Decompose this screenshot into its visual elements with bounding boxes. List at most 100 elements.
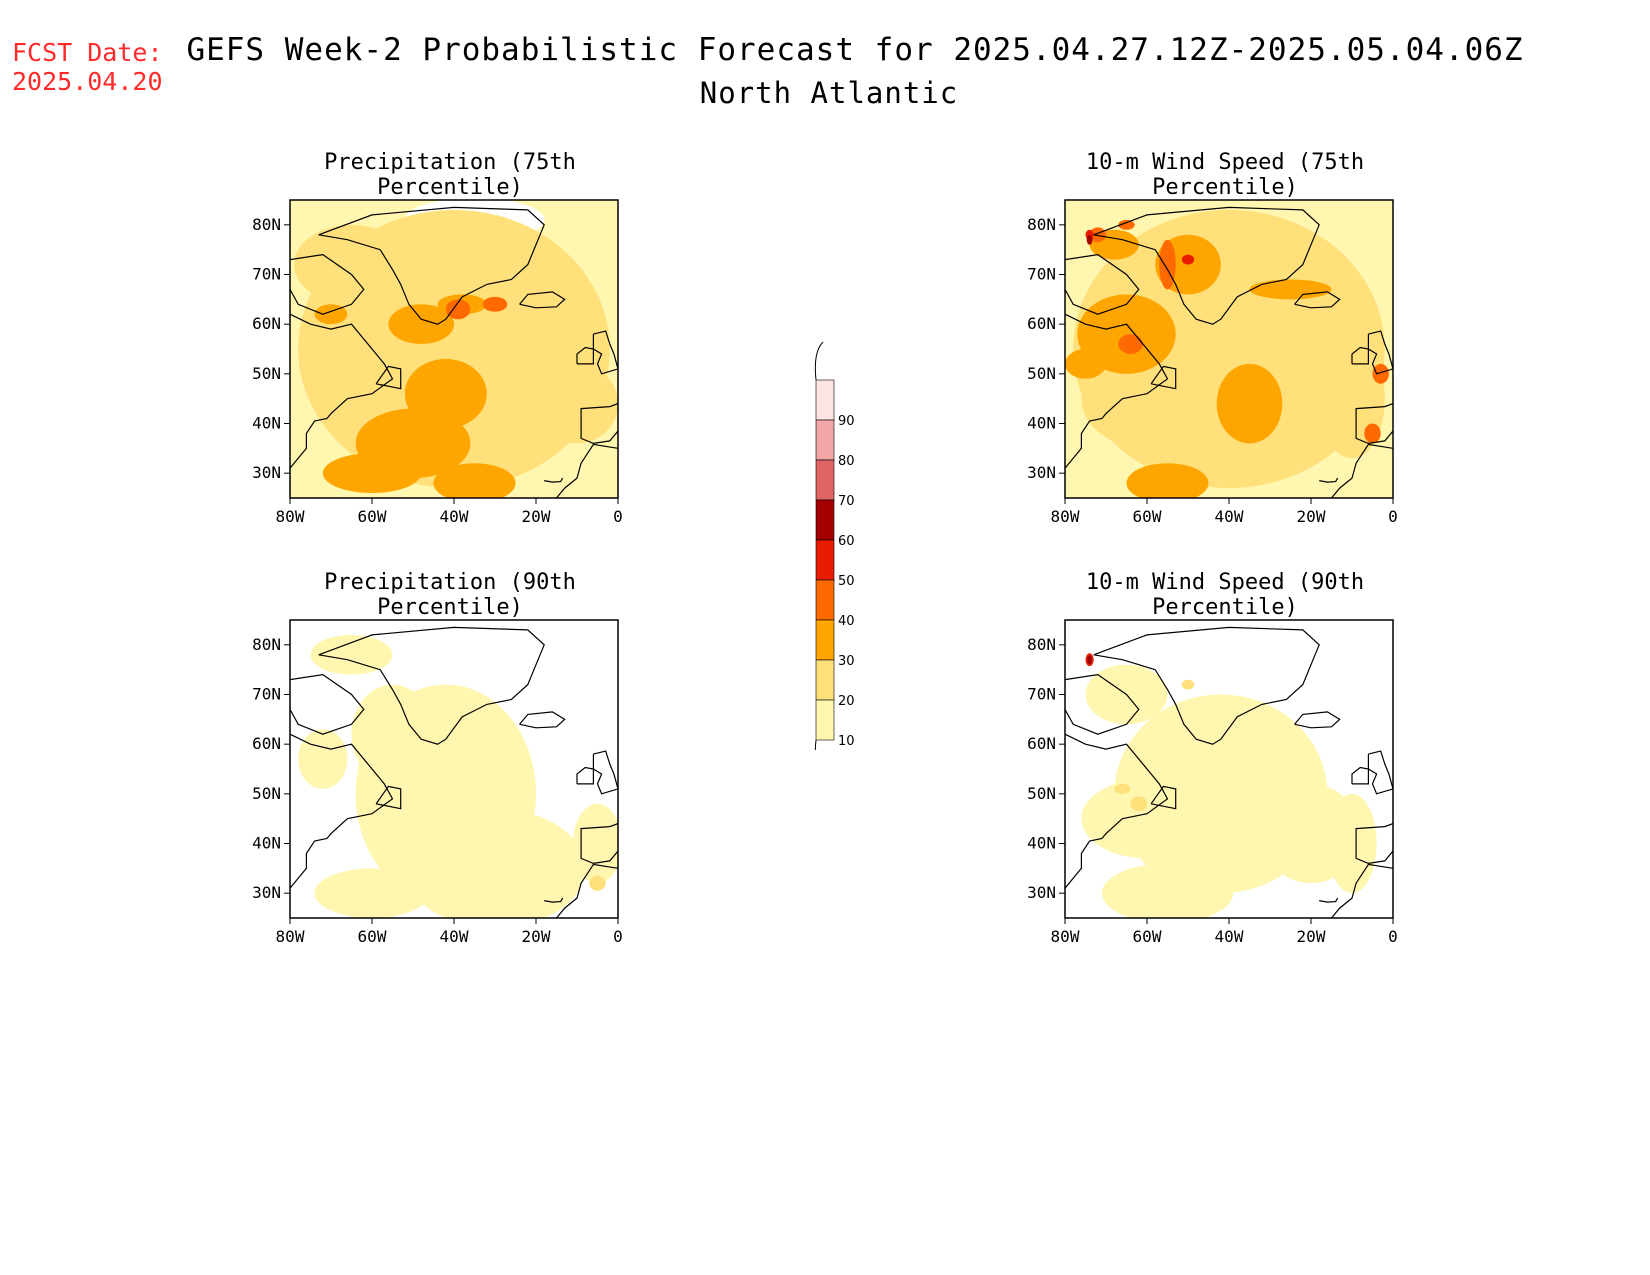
lat-tick-label: 60N [1027,314,1056,333]
lat-tick-label: 40N [1027,834,1056,853]
colorbar-label: 60 [838,534,855,549]
probability-contour [1087,655,1093,665]
colorbar: 90 80 70 60 50 40 30 20 10 [800,330,870,779]
coastline [290,253,365,315]
lat-tick-label: 70N [1027,265,1056,284]
lat-tick-label: 80N [252,215,281,234]
coastline [519,711,566,729]
fcst-date: FCST Date: 2025.04.20 [12,38,163,96]
panel-title: 10-m Wind Speed (75th Percentile) [1085,150,1365,200]
lat-tick-label: 60N [1027,734,1056,753]
probability-contour [1126,463,1209,498]
lat-tick-label: 50N [1027,784,1056,803]
map-panel-wind-90: 10-m Wind Speed (90th Percentile) 80N 70N… [1005,570,1425,960]
coastline [544,897,564,903]
probability-contour [1086,234,1093,245]
coastline [544,477,564,483]
probability-contour [1327,793,1377,894]
colorbar-segment [815,419,835,461]
coastline [375,785,402,810]
coastline [1065,253,1140,315]
coastline [1319,477,1339,483]
colorbar-bottom-cap [814,739,824,779]
lon-tick-label: 40W [440,507,469,526]
probability-contour [1081,349,1213,449]
probability-contour [1101,863,1234,918]
colorbar-segment [815,619,835,661]
lat-tick-label: 30N [1027,883,1056,902]
probability-contour [1159,239,1176,290]
lon-tick-label: 40W [1215,927,1244,946]
coastline [1294,291,1341,309]
coastline [290,313,394,469]
colorbar-svg: 90 80 70 60 50 40 30 20 10 [814,341,855,779]
coastline [592,750,618,795]
lat-tick-label: 30N [252,883,281,902]
fcst-date-label: FCST Date: [12,38,163,67]
panel-title: Precipitation (90th Percentile) [324,570,576,620]
lon-tick-label: 60W [1133,927,1162,946]
coastline [580,823,618,865]
colorbar-segment [815,459,835,501]
probability-contour [1118,334,1143,354]
probability-contour [294,224,409,305]
lat-tick-label: 40N [252,834,281,853]
coastline [1331,863,1393,918]
lon-tick-label: 20W [522,507,551,526]
probability-contour [1364,423,1381,444]
coastline [576,346,594,365]
probability-contour [589,875,606,891]
shaded-field [1065,200,1393,498]
lon-tick-label: 20W [1297,507,1326,526]
colorbar-segment [815,499,835,541]
probability-contour [1249,279,1332,300]
probability-contour [1208,714,1291,774]
lat-tick-label: 80N [1027,635,1056,654]
colorbar-label: 70 [838,494,855,509]
probability-contour [314,304,348,325]
colorbar-label: 90 [838,414,855,429]
lon-tick-label: 0 [1388,507,1398,526]
coastline [519,291,566,309]
panel-title: 10-m Wind Speed (90th Percentile) [1085,570,1365,620]
coastline [1093,626,1320,745]
lon-tick-label: 20W [522,927,551,946]
map-panel-wind-75: 10-m Wind Speed (75th Percentile) 80N 70N… [1005,150,1425,540]
map-svg: 80N 70N 60N 50N 40N 30N 80W 60W 40W 20W 0 [252,619,623,946]
lat-tick-label: 60N [252,314,281,333]
coastline [576,766,594,785]
coastline [556,443,618,498]
page-title: GEFS Week-2 Probabilistic Forecast for 2… [186,32,1524,68]
probability-contour [1118,219,1135,230]
lon-tick-label: 20W [1297,927,1326,946]
map-svg: 80N 70N 60N 50N 40N 30N 80W 60W 40W 20W 0 [1027,619,1398,946]
coastline [1351,346,1369,365]
colorbar-label: 10 [838,734,855,749]
probability-contour [1081,778,1213,859]
probability-contour [1372,363,1389,384]
colorbar-segment [815,539,835,581]
colorbar-label: 50 [838,574,855,589]
fcst-date-value: 2025.04.20 [12,67,163,96]
probability-contour [404,808,586,918]
probability-contour [1216,363,1283,444]
coastline [1093,206,1320,325]
probability-contour [536,363,618,444]
lat-tick-label: 30N [1027,463,1056,482]
probability-contour [314,868,430,918]
lon-tick-label: 60W [1133,507,1162,526]
probability-contour [1114,783,1131,794]
lat-tick-label: 80N [1027,215,1056,234]
lon-tick-label: 80W [276,507,305,526]
colorbar-label: 80 [838,454,855,469]
probability-contour [445,299,471,320]
coastline [1355,403,1393,445]
coastline [1150,785,1177,810]
lon-tick-label: 80W [1051,927,1080,946]
lat-tick-label: 70N [252,685,281,704]
probability-contour [1065,349,1106,379]
colorbar-segment [815,699,835,741]
coastline [556,863,618,918]
colorbar-segment [815,659,835,701]
coastline [290,733,394,889]
